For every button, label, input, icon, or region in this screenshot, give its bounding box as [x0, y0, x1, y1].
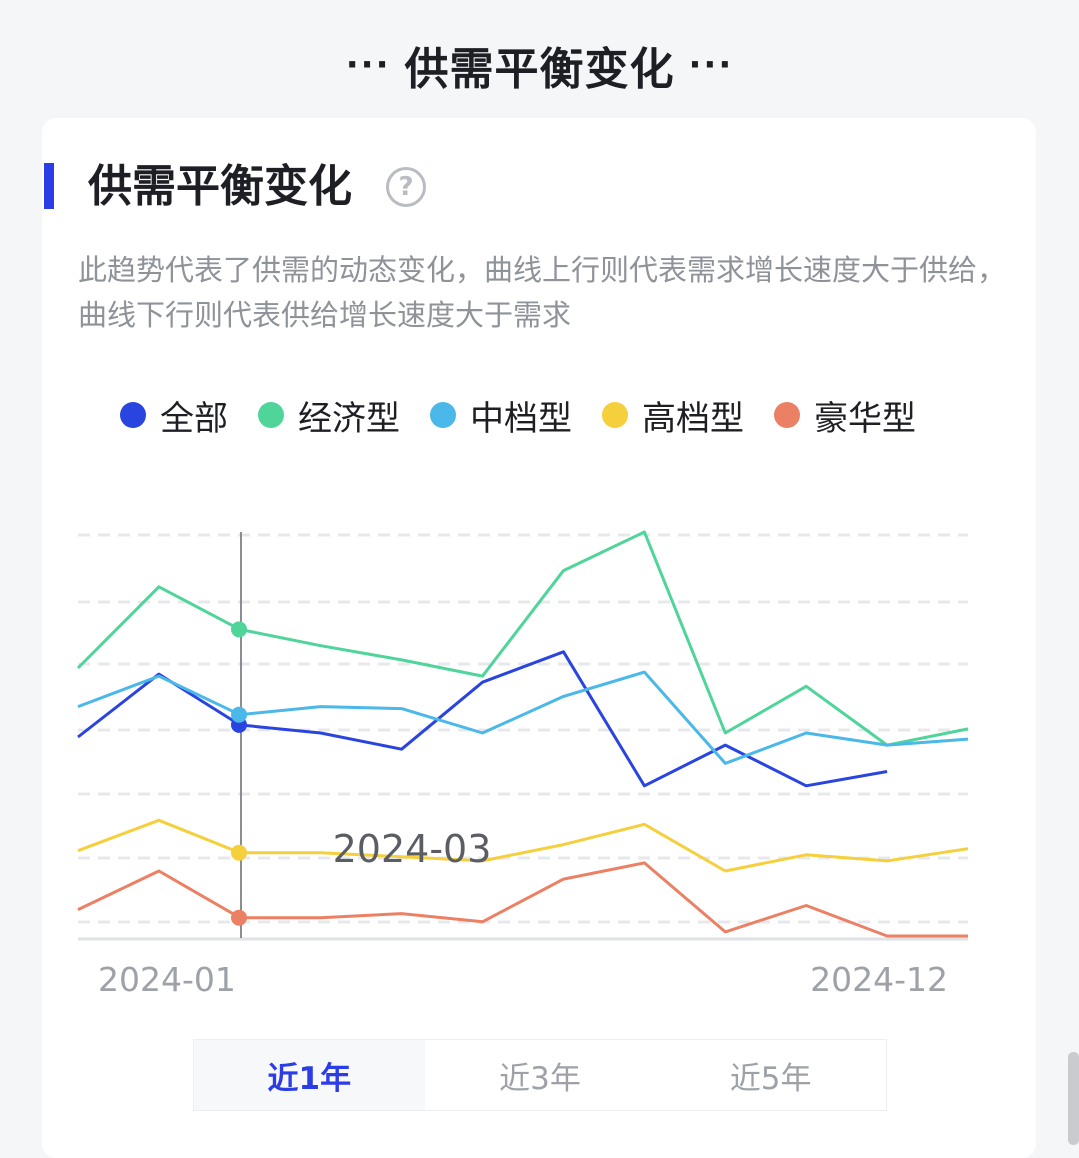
card-title: 供需平衡变化 — [88, 161, 352, 212]
legend-item-economy[interactable]: 经济型 — [258, 391, 400, 440]
card-description: 此趋势代表了供需的动态变化，曲线上行则代表需求增长速度大于供给，曲线下行则代表供… — [78, 253, 1007, 332]
scrollbar[interactable] — [1068, 1052, 1079, 1145]
range-tabs: 近1年 近3年 近5年 — [193, 1039, 887, 1111]
legend-label: 高档型 — [642, 398, 744, 439]
tab-5-years[interactable]: 近5年 — [729, 1060, 812, 1097]
section-title: 供需平衡变化 — [404, 44, 675, 95]
legend-dot-icon — [774, 402, 800, 428]
legend-item-luxury[interactable]: 豪华型 — [774, 391, 916, 440]
help-icon[interactable]: ? — [386, 167, 426, 207]
legend-item-midrange[interactable]: 中档型 — [430, 391, 572, 440]
tab-1-year[interactable]: 近1年 — [194, 1040, 425, 1110]
header-dots-left: ··· — [345, 45, 391, 85]
title-accent-bar — [44, 163, 54, 209]
legend-item-all[interactable]: 全部 — [120, 391, 228, 440]
tab-3-years[interactable]: 近3年 — [499, 1060, 581, 1097]
legend-label: 全部 — [160, 398, 228, 439]
legend-item-upscale[interactable]: 高档型 — [602, 391, 744, 440]
legend-label: 中档型 — [470, 398, 572, 439]
legend-dot-icon — [602, 402, 628, 428]
legend-dot-icon — [258, 402, 284, 428]
chart-legend: 全部 经济型 中档型 高档型 豪华型 — [120, 388, 946, 442]
section-header: ··· 供需平衡变化 ··· — [0, 30, 1079, 100]
header-dots-right: ··· — [688, 45, 734, 85]
legend-label: 豪华型 — [814, 398, 916, 439]
legend-dot-icon — [120, 402, 146, 428]
legend-label: 经济型 — [298, 398, 400, 439]
legend-dot-icon — [430, 402, 456, 428]
